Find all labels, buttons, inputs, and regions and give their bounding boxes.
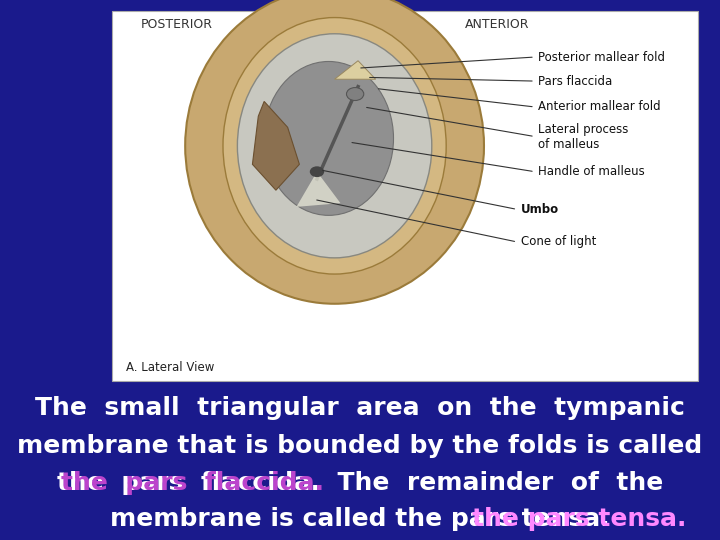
Polygon shape: [297, 172, 341, 207]
Text: Lateral process
of malleus: Lateral process of malleus: [539, 123, 629, 151]
Text: membrane is called the pars tensa.: membrane is called the pars tensa.: [110, 508, 610, 531]
Circle shape: [310, 166, 324, 177]
Text: Handle of malleus: Handle of malleus: [539, 165, 645, 178]
Text: ANTERIOR: ANTERIOR: [464, 18, 529, 31]
Text: Pars flaccida: Pars flaccida: [539, 75, 613, 87]
Text: POSTERIOR: POSTERIOR: [140, 18, 212, 31]
Ellipse shape: [223, 18, 446, 274]
Ellipse shape: [185, 0, 484, 304]
Text: Cone of light: Cone of light: [521, 235, 596, 248]
Text: A. Lateral View: A. Lateral View: [126, 361, 215, 374]
Text: Anterior mallear fold: Anterior mallear fold: [539, 100, 661, 113]
Text: membrane that is bounded by the folds is called: membrane that is bounded by the folds is…: [17, 434, 703, 457]
Text: Posterior mallear fold: Posterior mallear fold: [539, 51, 665, 64]
Text: Umbo: Umbo: [521, 203, 559, 216]
Text: the pars tensa.: the pars tensa.: [472, 508, 686, 531]
Text: The  small  triangular  area  on  the  tympanic: The small triangular area on the tympani…: [35, 396, 685, 420]
Circle shape: [346, 87, 364, 100]
Ellipse shape: [238, 34, 432, 258]
Text: the  pars  flaccida.  The  remainder  of  the: the pars flaccida. The remainder of the: [57, 471, 663, 495]
Ellipse shape: [264, 62, 394, 215]
Polygon shape: [335, 60, 376, 79]
Polygon shape: [253, 102, 300, 190]
FancyBboxPatch shape: [112, 11, 698, 381]
Text: the  pars  flaccida.: the pars flaccida.: [61, 471, 324, 495]
